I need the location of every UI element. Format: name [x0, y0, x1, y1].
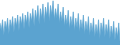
plot-area: [0, 1, 120, 45]
chart: [0, 0, 120, 45]
area: [0, 1, 120, 45]
chart-container: [0, 0, 120, 45]
line: [0, 1, 120, 42]
